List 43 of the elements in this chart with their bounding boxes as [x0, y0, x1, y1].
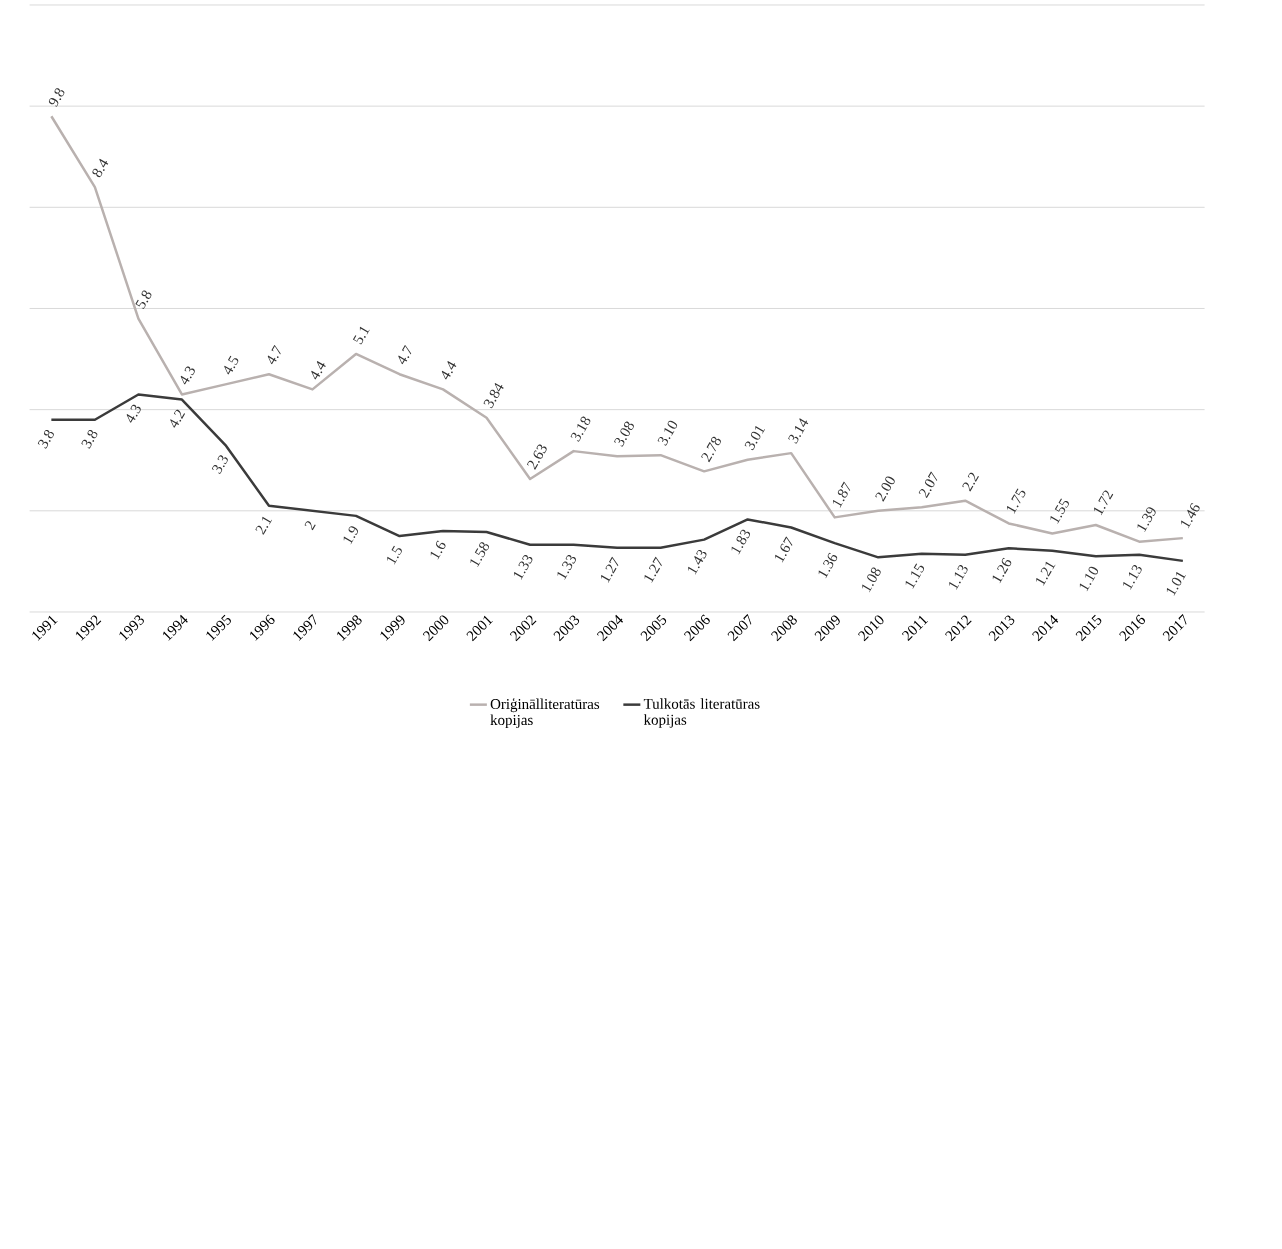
- data-label: 1.33: [514, 554, 533, 580]
- x-tick-label: 2001: [466, 615, 493, 642]
- data-label: 1.13: [949, 564, 968, 590]
- data-label: 1.13: [1123, 564, 1142, 590]
- legend-label: Tulkotās literatūras kopijas: [643, 698, 760, 728]
- data-label: 1.6: [430, 540, 446, 560]
- data-label: 4.7: [398, 344, 412, 365]
- data-label: 3.3: [211, 455, 228, 474]
- data-label: 4.5: [224, 355, 239, 375]
- data-label: 4.4: [441, 360, 457, 380]
- data-label: 2: [304, 520, 316, 531]
- data-label: 4.4: [311, 360, 326, 380]
- data-label: 4.3: [180, 366, 195, 385]
- data-label: 4.2: [170, 409, 186, 428]
- data-label: 1.26: [992, 557, 1012, 584]
- data-label: 1.9: [343, 526, 359, 545]
- data-label: 5.8: [135, 290, 152, 309]
- data-label: 1.72: [1094, 490, 1114, 516]
- data-label: 3.84: [483, 382, 504, 409]
- data-label: 3.01: [744, 425, 766, 451]
- data-label: 1.5: [387, 545, 402, 565]
- data-label: 1.10: [1079, 566, 1099, 592]
- x-tick-label: 1991: [32, 615, 58, 641]
- data-label: 8.4: [92, 158, 109, 177]
- data-label: 1.08: [862, 567, 881, 593]
- data-label: 4.7: [267, 344, 281, 365]
- data-label: 3.8: [37, 429, 54, 449]
- data-label: 1.39: [1137, 507, 1156, 532]
- data-label: 2.1: [255, 516, 273, 535]
- data-label: 4.3: [126, 404, 141, 423]
- data-label: 9.8: [48, 87, 65, 107]
- data-label: 5.1: [352, 326, 370, 345]
- data-label: 1.21: [1036, 561, 1056, 586]
- data-label: 1.36: [818, 552, 838, 578]
- data-label: 1.43: [688, 549, 707, 575]
- data-label: 1.33: [557, 554, 576, 580]
- data-label: 3.8: [81, 429, 98, 449]
- data-label: 1.58: [470, 542, 490, 567]
- data-label: 1.46: [1181, 502, 1200, 529]
- data-label: 2.2: [962, 472, 979, 492]
- x-tick-label: 2011: [901, 615, 929, 641]
- legend-label: Oriģinālliteratūras kopijas: [490, 697, 600, 728]
- data-label: 1.01: [1166, 571, 1186, 596]
